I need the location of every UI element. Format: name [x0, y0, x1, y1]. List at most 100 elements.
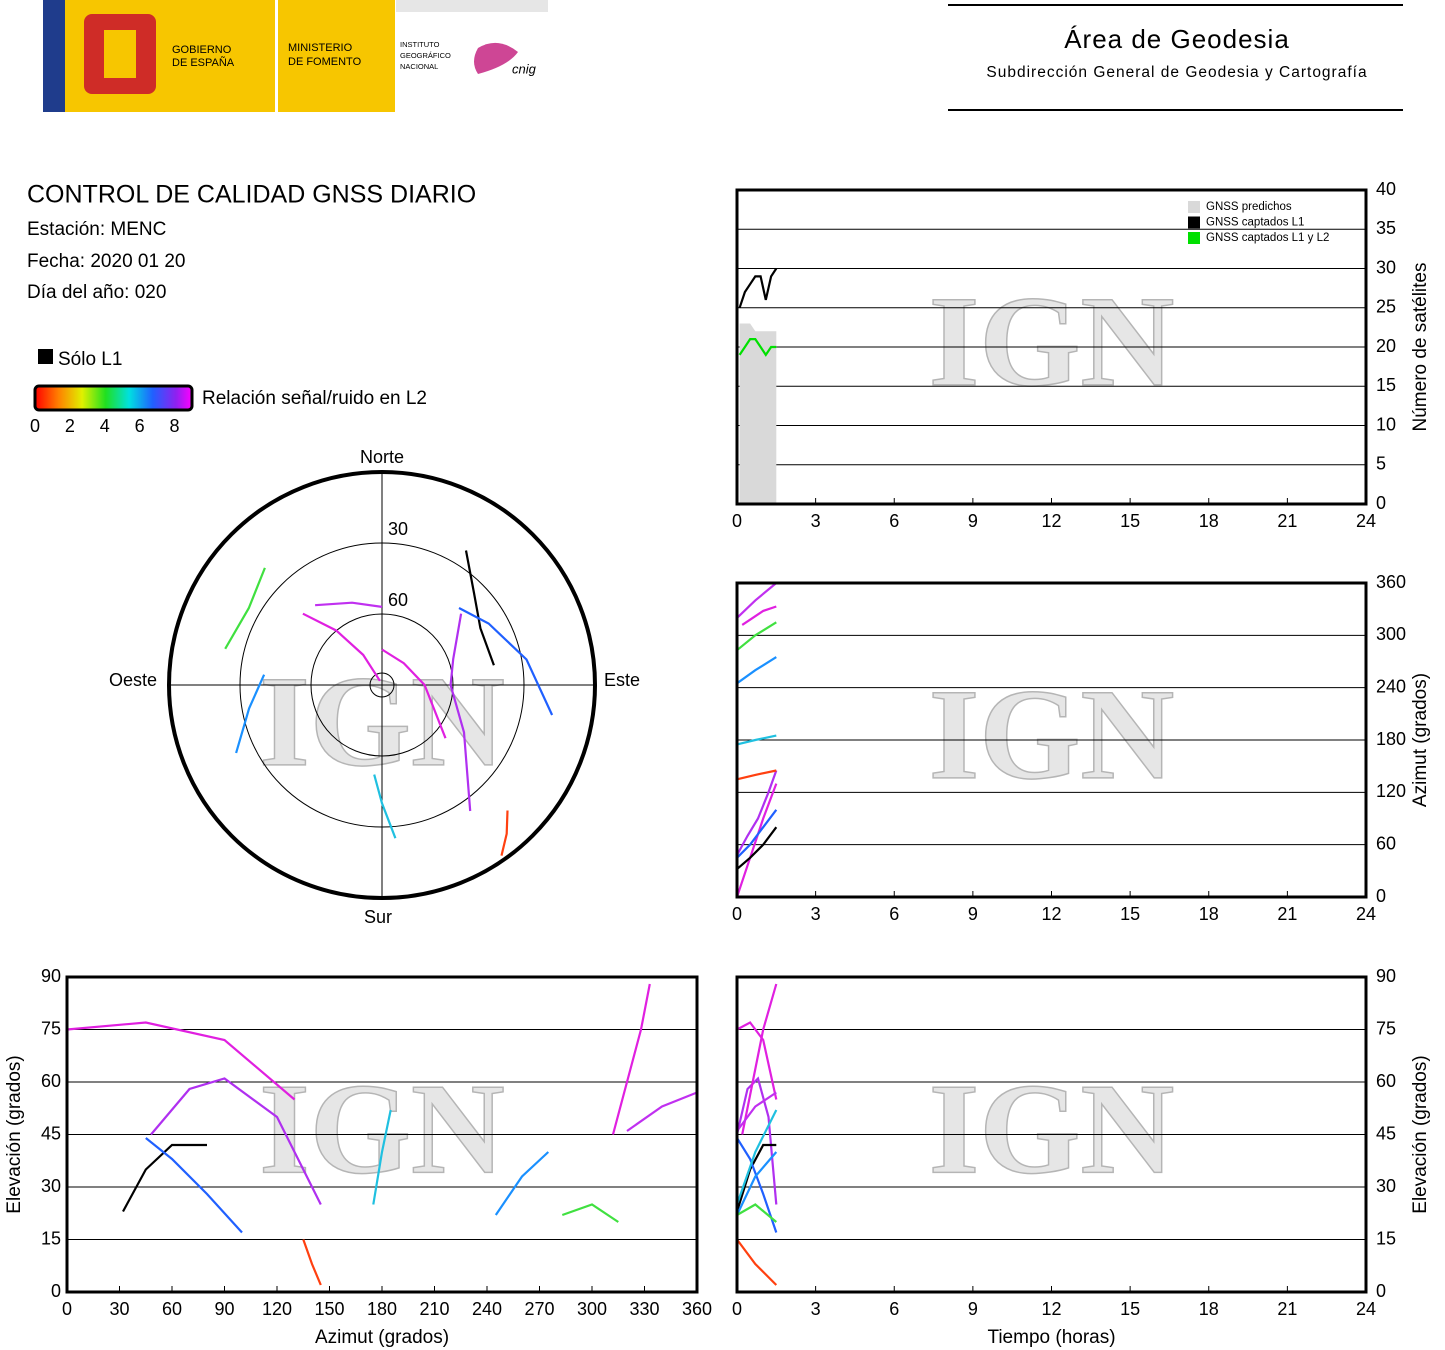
satellite-track [736, 582, 778, 619]
x-tick-label: 90 [214, 1299, 234, 1319]
y-tick-label: 75 [41, 1018, 61, 1038]
snr-tick-label: 2 [65, 416, 75, 436]
x-tick-label: 330 [629, 1299, 659, 1319]
y-tick-label: 75 [1376, 1018, 1396, 1038]
plot-frame [735, 975, 1368, 1294]
satellite-track [145, 1137, 243, 1234]
direction-label: Sur [364, 907, 392, 927]
x-tick-label: 6 [889, 904, 899, 924]
line [738, 338, 777, 357]
satellite-track [224, 567, 266, 650]
satellite-track [735, 783, 778, 898]
y-tick-label: 15 [1376, 375, 1396, 395]
satellite-track [458, 607, 554, 716]
satellite-track [736, 769, 777, 781]
y-tick-label: 240 [1376, 676, 1406, 696]
x-tick-label: 9 [968, 1299, 978, 1319]
satellite-track [736, 1203, 778, 1223]
y-tick-label: 25 [1376, 297, 1396, 317]
satellite-track [315, 601, 383, 608]
satellite-track [611, 983, 651, 1135]
x-tick-label: 0 [732, 511, 742, 531]
plot-frame [65, 975, 699, 1294]
satellite-track [741, 983, 778, 1135]
satellite-track [736, 656, 777, 685]
satellite-track [464, 550, 495, 666]
logo-block: GOBIERNO DE ESPAÑA MINISTERIO DE FOMENTO… [43, 0, 548, 112]
station: Estación: MENC [27, 219, 166, 240]
ign-bar [396, 0, 548, 12]
y-tick-label: 0 [1376, 1281, 1386, 1301]
y-tick-label: 0 [1376, 493, 1386, 513]
x-tick-label: 24 [1356, 511, 1376, 531]
x-tick-label: 18 [1199, 511, 1219, 531]
x-tick-label: 6 [889, 511, 899, 531]
y-tick-label: 40 [1376, 179, 1396, 199]
ministry-logo [278, 0, 395, 112]
x-tick-label: 270 [524, 1299, 554, 1319]
satellite-track [736, 1021, 778, 1100]
direction-label: Norte [360, 447, 404, 467]
x-tick-label: 120 [262, 1299, 292, 1319]
x-tick-label: 15 [1120, 904, 1140, 924]
y-tick-label: 90 [41, 966, 61, 986]
satellite-track [302, 1239, 322, 1286]
legend-label: GNSS captados L1 [1206, 217, 1304, 229]
satellite-track [736, 770, 778, 856]
satellite-track [449, 613, 472, 812]
chart: IGN 0 60 120 180 240 300 360 0 3 6 9 12 15 18 21 24 Azimu… [732, 572, 1431, 924]
gov-text: GOBIERNO [172, 44, 232, 56]
chart: IGN 0 15 30 45 60 75 90 0 30 60 90 120 150 180 210 240 27… [4, 966, 712, 1348]
snr-tick-label: 4 [100, 416, 110, 436]
elevation-ring [310, 613, 454, 757]
legend-swatch [1188, 201, 1200, 213]
x-tick-label: 0 [732, 904, 742, 924]
y-tick-label: 60 [1376, 1071, 1396, 1091]
x-tick-label: 9 [968, 511, 978, 531]
l1-label: Sólo L1 [58, 349, 122, 370]
y-axis-label: Elevación (grados) [1410, 1055, 1431, 1213]
ign-text: GEOGRÁFICO [400, 51, 451, 60]
day-of-year: Día del año: 020 [27, 282, 166, 303]
satellite-track [736, 809, 778, 859]
y-tick-label: 0 [51, 1281, 61, 1301]
x-tick-label: 12 [1041, 904, 1061, 924]
watermark: IGN [259, 1057, 505, 1201]
y-tick-label: 10 [1376, 414, 1396, 434]
satellite-track [735, 1076, 778, 1205]
y-tick-label: 300 [1376, 624, 1406, 644]
cnig-mark [474, 42, 518, 74]
satellite-track [735, 1143, 777, 1212]
satellite-track [122, 1143, 207, 1213]
ign-text: INSTITUTO [400, 40, 440, 49]
legend-swatch [1188, 216, 1200, 229]
shield-center [104, 30, 136, 78]
x-tick-label: 3 [811, 904, 821, 924]
legend-label: GNSS captados L1 y L2 [1206, 232, 1329, 244]
satellite-track [736, 1091, 777, 1132]
legend-swatch [1188, 232, 1200, 244]
plot-frame [735, 188, 1368, 506]
y-tick-label: 5 [1376, 454, 1386, 474]
y-tick-label: 120 [1376, 781, 1406, 801]
snr-colorbar [33, 384, 194, 412]
x-axis-label: Azimut (grados) [315, 1327, 449, 1348]
x-tick-label: 240 [472, 1299, 502, 1319]
x-tick-label: 21 [1277, 511, 1297, 531]
ign-text: NACIONAL [400, 62, 438, 71]
date: Fecha: 2020 01 20 [27, 251, 185, 272]
y-tick-label: 180 [1376, 729, 1406, 749]
ministry-text: DE FOMENTO [288, 56, 362, 68]
ministry-text: MINISTERIO [288, 42, 353, 54]
satellite-track [372, 1109, 392, 1205]
area [739, 323, 777, 504]
report-title: CONTROL DE CALIDAD GNSS DIARIO [27, 181, 476, 209]
y-tick-label: 30 [41, 1176, 61, 1196]
y-tick-label: 15 [41, 1228, 61, 1248]
x-tick-label: 3 [811, 511, 821, 531]
x-tick-label: 21 [1277, 904, 1297, 924]
y-tick-label: 45 [1376, 1123, 1396, 1143]
satellite-track [381, 648, 447, 739]
x-tick-label: 300 [577, 1299, 607, 1319]
satellite-track [302, 612, 381, 682]
